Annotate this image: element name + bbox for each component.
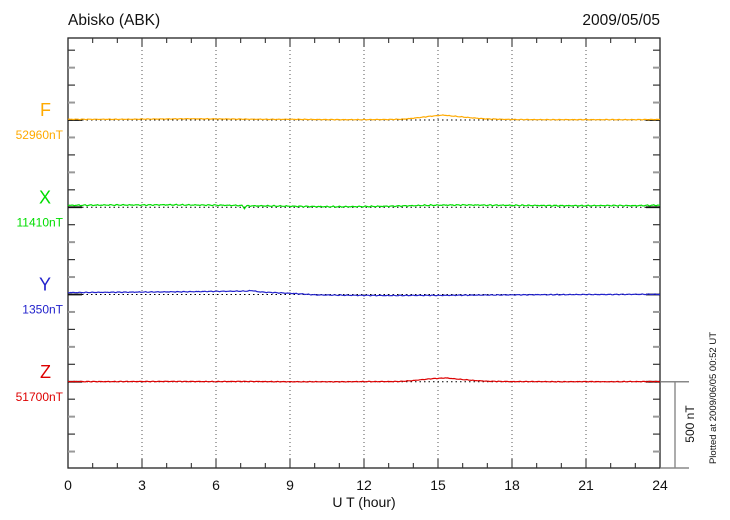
x-axis-label: U T (hour) — [332, 494, 395, 510]
series-letter-Z: Z — [40, 362, 51, 382]
axis-tick-labels: 0 3 6 9 12 15 18 21 24 — [64, 477, 668, 493]
trace-F — [67, 114, 661, 121]
series-value-F: 52960nT — [16, 128, 64, 142]
series-value-Z: 51700nT — [16, 390, 64, 404]
series-labels: F 52960nT X 11410nT Y 1350nT Z 51700nT — [16, 100, 64, 404]
series-letter-Y: Y — [39, 275, 51, 295]
x-tick-label: 15 — [430, 477, 446, 493]
x-tick-label: 6 — [212, 477, 220, 493]
series-value-X: 11410nT — [17, 215, 64, 229]
trace-Z — [67, 377, 661, 383]
series-value-Y: 1350nT — [22, 303, 63, 317]
trace-Y — [67, 289, 661, 297]
x-tick-label: 12 — [356, 477, 372, 493]
x-tick-label: 0 — [64, 477, 72, 493]
x-tick-label: 9 — [286, 477, 294, 493]
scale-bar-label: 500 nT — [683, 405, 697, 443]
x-tick-label: 24 — [652, 477, 668, 493]
x-tick-label: 3 — [138, 477, 146, 493]
x-tick-label: 21 — [578, 477, 594, 493]
trace-X — [67, 203, 661, 210]
gridlines — [141, 38, 587, 468]
date-label: 2009/05/05 — [582, 12, 660, 29]
x-tick-label: 18 — [504, 477, 520, 493]
series-letter-F: F — [40, 100, 51, 120]
scale-bar — [661, 381, 689, 469]
series-traces — [67, 114, 661, 383]
trace-baselines — [82, 119, 660, 383]
station-title: Abisko (ABK) — [68, 12, 160, 29]
plotted-at-label: Plotted at 2009/06/05 00:52 UT — [708, 332, 719, 464]
series-letter-X: X — [39, 187, 51, 207]
